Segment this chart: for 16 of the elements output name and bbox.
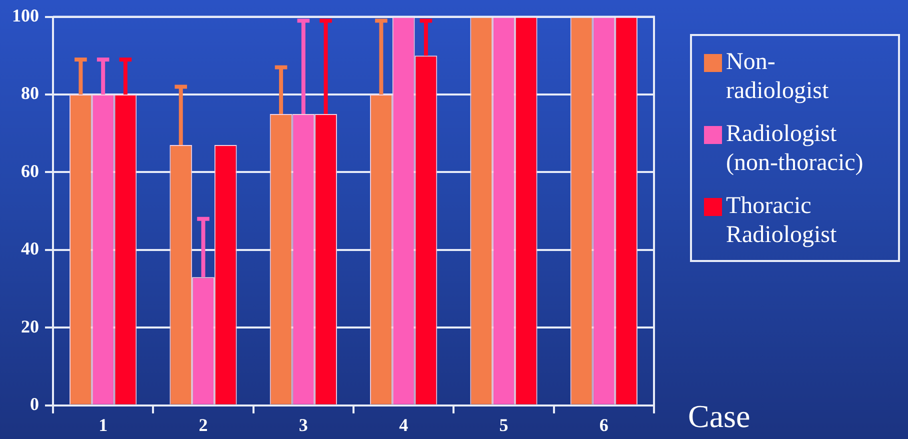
y-tick-label: 0: [30, 394, 39, 414]
legend-label: Non-radiologist: [726, 48, 830, 106]
y-tick-label: 40: [21, 238, 39, 259]
legend-label: Radiologist (non-thoracic): [726, 120, 864, 178]
x-axis-title: Case: [688, 398, 750, 434]
legend-label: Thoracic Radiologist: [726, 192, 838, 250]
x-tick-label: 4: [399, 414, 408, 435]
y-tick-label: 60: [21, 160, 39, 181]
y-tick-label: 80: [21, 83, 39, 104]
y-tick-label: 20: [21, 316, 39, 336]
x-tick-label: 5: [499, 414, 508, 435]
x-tick-label: 6: [599, 414, 608, 435]
x-tick-label: 3: [298, 414, 308, 435]
x-tick-label: 2: [198, 414, 208, 435]
x-tick-label: 1: [98, 414, 108, 435]
y-tick-label: 100: [12, 5, 39, 26]
